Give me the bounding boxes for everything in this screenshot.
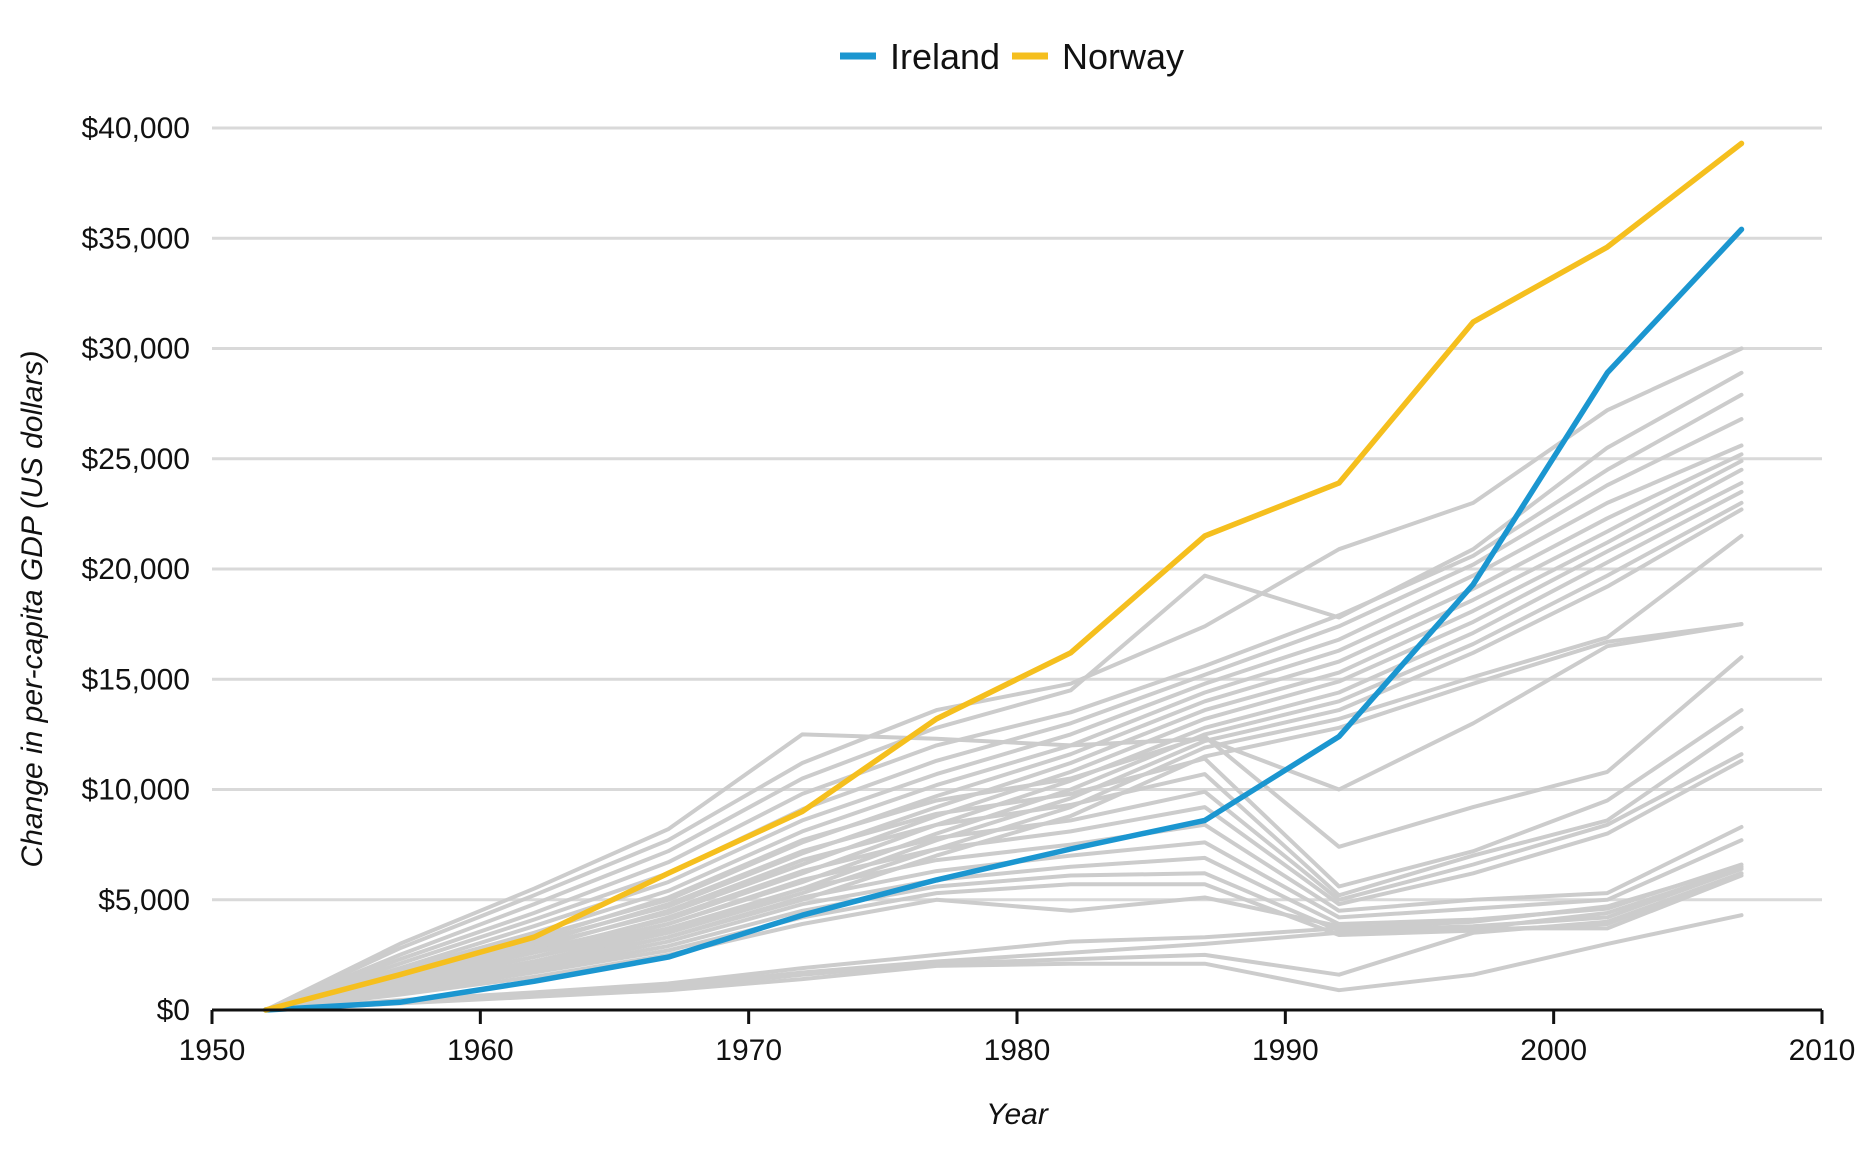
y-axis-title: Change in per-capita GDP (US dollars) xyxy=(16,351,49,868)
series-line-other xyxy=(263,346,1744,1012)
series-line-other xyxy=(263,873,1744,1012)
y-tick-label: $10,000 xyxy=(82,774,190,807)
series-line-other xyxy=(263,913,1744,1012)
x-axis-title: Year xyxy=(986,1098,1049,1131)
series-line-other xyxy=(263,452,1744,1012)
series-line-other xyxy=(263,822,1744,1012)
y-tick-label: $20,000 xyxy=(82,553,190,586)
series-line-other xyxy=(263,392,1744,1012)
x-tick-label: 1950 xyxy=(179,1034,246,1067)
x-tick-label: 1980 xyxy=(984,1034,1051,1067)
x-tick-label: 1990 xyxy=(1252,1034,1319,1067)
series-line-other xyxy=(263,443,1744,1012)
series-line-other xyxy=(263,752,1744,1012)
x-tick-label: 1970 xyxy=(715,1034,782,1067)
highlighted-series xyxy=(262,140,1745,1013)
series-line-other xyxy=(263,708,1744,1012)
y-tick-label: $0 xyxy=(157,994,190,1027)
x-tick-label: 2000 xyxy=(1520,1034,1587,1067)
x-tick-label: 2010 xyxy=(1789,1034,1856,1067)
y-tick-labels: $0 $5,000 $10,000 $15,000 $20,000 $25,000 $30,… xyxy=(82,112,190,1027)
legend: Ireland Norway xyxy=(840,36,1184,77)
gridlines xyxy=(212,126,1822,902)
series-line-other xyxy=(263,725,1744,1012)
x-tick-labels: 1950 1960 1970 1980 1990 2000 2010 xyxy=(179,1034,1856,1067)
y-tick-label: $15,000 xyxy=(82,663,190,696)
series-line-other xyxy=(263,758,1744,1012)
series-line-norway xyxy=(262,140,1745,1013)
y-tick-label: $40,000 xyxy=(82,112,190,145)
series-line-other xyxy=(263,864,1744,1012)
y-tick-label: $5,000 xyxy=(98,884,190,917)
background-series xyxy=(263,346,1744,1012)
legend-label-norway: Norway xyxy=(1062,36,1184,77)
y-tick-label: $35,000 xyxy=(82,222,190,255)
y-tick-label: $30,000 xyxy=(82,333,190,366)
series-line-other xyxy=(263,370,1744,1012)
y-tick-label: $25,000 xyxy=(82,443,190,476)
x-tick-label: 1960 xyxy=(447,1034,514,1067)
axes xyxy=(210,1008,1824,1024)
legend-label-ireland: Ireland xyxy=(890,36,1000,77)
series-line-ireland xyxy=(262,226,1745,1013)
